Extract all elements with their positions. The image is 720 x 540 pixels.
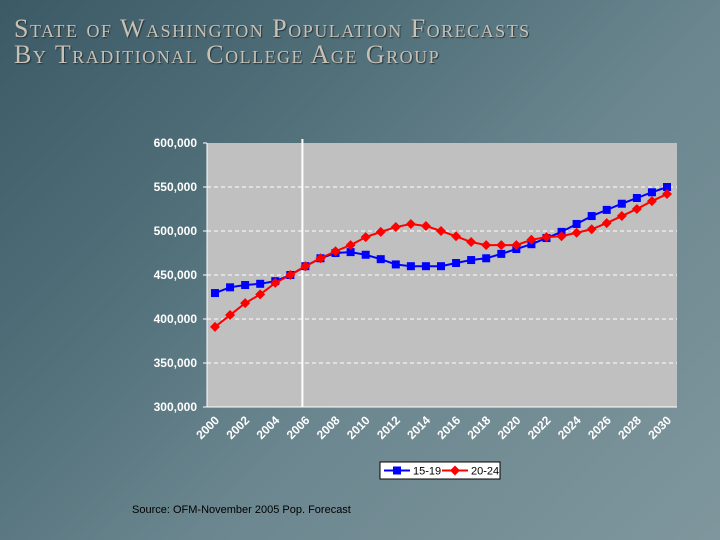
slide-title: State of Washington Population Forecasts… — [14, 16, 531, 68]
data-point — [496, 240, 507, 251]
x-tick-label: 2012 — [374, 413, 403, 442]
legend-label: 15-19 — [413, 466, 441, 478]
data-point — [211, 289, 219, 298]
data-point — [300, 261, 311, 272]
data-point — [285, 270, 296, 280]
data-point — [360, 232, 371, 243]
data-point — [572, 219, 581, 228]
data-point — [225, 310, 236, 321]
title-line-1: State of Washington Population Forecasts — [14, 14, 531, 43]
data-point — [240, 298, 251, 309]
data-point — [616, 211, 627, 222]
x-tick-label: 2020 — [495, 413, 524, 442]
data-point — [482, 254, 491, 263]
x-tick-label: 2016 — [434, 413, 463, 442]
data-point — [662, 189, 672, 200]
y-tick-label: 400,000 — [154, 312, 198, 326]
data-point — [390, 222, 401, 233]
data-point — [452, 259, 461, 268]
data-point — [617, 199, 626, 208]
legend-box — [379, 461, 501, 480]
y-tick-label: 500,000 — [154, 224, 198, 238]
series-20-24 — [210, 189, 672, 332]
data-point — [466, 237, 477, 247]
data-point — [361, 250, 370, 259]
x-tick-label: 2010 — [344, 413, 373, 442]
data-point — [406, 262, 415, 271]
data-point — [451, 231, 462, 242]
data-point — [602, 205, 611, 214]
data-point — [346, 248, 355, 257]
data-point — [481, 240, 492, 251]
legend: 15-19 20-24 — [379, 461, 501, 480]
data-point — [315, 253, 326, 264]
data-point — [632, 194, 641, 202]
data-point — [437, 262, 445, 271]
data-point — [255, 289, 266, 300]
data-point — [541, 232, 552, 243]
x-tick-label: 2028 — [615, 413, 644, 442]
source-note: Source: OFM-November 2005 Pop. Forecast — [132, 504, 351, 516]
data-point — [391, 260, 400, 269]
data-point — [631, 204, 642, 214]
x-tick-label: 2006 — [284, 413, 313, 442]
title-line-2: By Traditional College Age Group — [14, 40, 441, 69]
y-tick-label: 300,000 — [154, 400, 198, 414]
y-tick-label: 350,000 — [154, 356, 198, 370]
data-point — [647, 188, 656, 197]
data-point — [586, 224, 597, 235]
data-point — [420, 220, 431, 231]
y-tick-label: 550,000 — [154, 180, 198, 194]
data-point — [241, 281, 250, 290]
data-point — [497, 249, 506, 258]
y-tick-label: 600,000 — [154, 136, 198, 150]
data-point — [256, 279, 265, 288]
x-tick-label: 2004 — [254, 413, 283, 442]
data-point — [571, 227, 582, 238]
data-point — [330, 246, 341, 257]
x-tick-label: 2026 — [585, 413, 614, 442]
x-tick-label: 2014 — [404, 413, 433, 442]
legend-label: 20-24 — [471, 466, 499, 478]
data-point — [663, 183, 671, 191]
x-tick-label: 2024 — [555, 413, 584, 442]
data-point — [226, 283, 235, 292]
legend-marker — [393, 466, 401, 475]
data-point — [375, 226, 386, 237]
data-point — [467, 256, 476, 265]
data-point — [376, 255, 385, 264]
data-point — [270, 277, 281, 288]
data-point — [511, 240, 522, 251]
y-tick-label: 450,000 — [154, 268, 198, 282]
legend-marker — [450, 465, 460, 476]
x-tick-label: 2018 — [465, 413, 494, 442]
x-tick-label: 2008 — [314, 413, 343, 442]
x-tick-label: 2030 — [645, 413, 674, 442]
data-point — [646, 196, 657, 207]
data-point — [421, 262, 430, 271]
data-point — [345, 240, 356, 251]
x-tick-label: 2002 — [223, 413, 252, 442]
x-tick-label: 2022 — [525, 413, 554, 442]
data-point — [556, 231, 567, 242]
data-point — [405, 218, 416, 229]
data-point — [526, 234, 537, 245]
data-point — [601, 218, 612, 229]
x-tick-label: 2000 — [193, 413, 222, 442]
data-point — [210, 321, 220, 332]
data-point — [436, 226, 446, 236]
data-point — [587, 212, 596, 221]
